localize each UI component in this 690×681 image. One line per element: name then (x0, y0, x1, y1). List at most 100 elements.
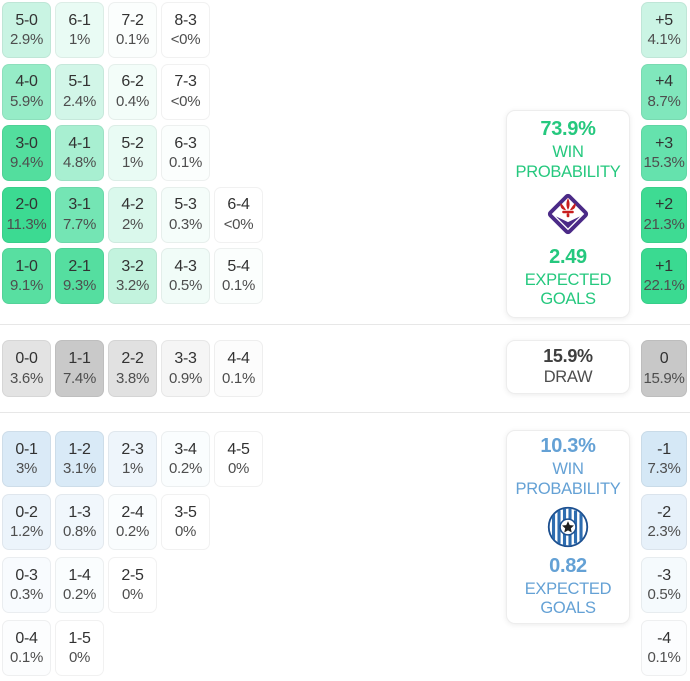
probability-value: 1% (121, 154, 144, 172)
probability-value: 0.1% (116, 31, 149, 49)
score-value: 1-4 (68, 566, 91, 584)
goal-diff-cell: -2 2.3% (641, 494, 687, 550)
score-cell: 1-5 0% (55, 620, 104, 676)
section-divider-bottom (0, 412, 690, 413)
probability-value: 7.7% (63, 215, 96, 233)
probability-value: 0% (121, 586, 144, 604)
score-value: 6-2 (121, 73, 144, 91)
score-cell: 3-2 3.2% (108, 248, 157, 304)
score-row: 0-4 0.1% 1-5 0% (2, 620, 263, 676)
score-value: 3-4 (174, 440, 197, 458)
score-value: 1-5 (68, 629, 91, 647)
score-value: 5-0 (15, 11, 38, 29)
score-value: 4-1 (68, 134, 91, 152)
away-expected-goals-value: 0.82 (549, 555, 587, 577)
score-value: 8-3 (174, 11, 197, 29)
score-row: 0-0 3.6% 1-1 7.4% 2-2 3.8% 3-3 0.9% 4-4 0.1% (2, 340, 263, 397)
probability-value: 0.1% (222, 277, 255, 295)
win-probability-label: WIN PROBABILITY (515, 460, 621, 498)
goal-diff-cell: +4 8.7% (641, 63, 687, 120)
score-row: 5-0 2.9% 6-1 1% 7-2 0.1% 8-3 <0% (2, 2, 263, 58)
score-value: 7-3 (174, 73, 197, 91)
away-win-probability-value: 10.3% (540, 435, 596, 458)
probability-value: 8.7% (647, 92, 681, 110)
score-cell: 1-0 9.1% (2, 248, 51, 304)
score-value: 0-3 (15, 566, 38, 584)
goal-diff-value: -1 (657, 440, 671, 458)
goal-diff-value: +1 (655, 257, 673, 275)
score-value: 0-2 (15, 503, 38, 521)
score-cell: 6-2 0.4% (108, 63, 157, 120)
score-cell: 6-4 <0% (214, 186, 263, 243)
probability-value: 7.3% (647, 460, 681, 478)
score-cell: 5-2 1% (108, 125, 157, 181)
score-cell: 2-1 9.3% (55, 248, 104, 304)
probability-value: 15.9% (643, 369, 685, 387)
score-value: 0-4 (15, 629, 38, 647)
score-value: 6-4 (227, 196, 250, 214)
probability-value: 21.3% (643, 215, 685, 233)
score-cell: 7-2 0.1% (108, 2, 157, 58)
score-cell: 0-3 0.3% (2, 557, 51, 613)
score-value: 2-5 (121, 566, 144, 584)
score-value: 5-3 (174, 196, 197, 214)
score-cell: 3-4 0.2% (161, 431, 210, 487)
draw-probability-panel: 15.9% DRAW (506, 340, 630, 394)
score-cell: 1-4 0.2% (55, 557, 104, 613)
score-value: 2-3 (121, 440, 144, 458)
score-row: 0-3 0.3% 1-4 0.2% 2-5 0% (2, 557, 263, 613)
score-cell: 0-1 3% (2, 431, 51, 487)
score-value: 3-0 (15, 134, 38, 152)
probability-value: 0.2% (116, 523, 149, 541)
score-value: 4-4 (227, 350, 250, 368)
score-row: 1-0 9.1% 2-1 9.3% 3-2 3.2% 4-3 0.5% 5-4 0.1% (2, 248, 263, 304)
score-value: 3-3 (174, 350, 197, 368)
probability-value: 0% (68, 649, 91, 667)
section-divider-top (0, 324, 690, 325)
score-row: 2-0 11.3% 3-1 7.7% 4-2 2% 5-3 0.3% 6-4 <0% (2, 186, 263, 243)
score-value: 0-0 (15, 350, 38, 368)
score-cell: 5-3 0.3% (161, 186, 210, 243)
draw-probability-value: 15.9% (543, 346, 593, 367)
probability-value: 4.8% (63, 154, 96, 172)
goal-diff-cell: +2 21.3% (641, 186, 687, 243)
score-cell: 2-0 11.3% (2, 186, 51, 243)
probability-value: 0.4% (116, 92, 149, 110)
probability-value: 0.3% (10, 586, 43, 604)
probability-value: 3.8% (116, 369, 149, 387)
probability-value: 0% (227, 460, 250, 478)
home-win-score-matrix: 5-0 2.9% 6-1 1% 7-2 0.1% 8-3 <0% 4-0 5.9% 5-1 2.4% 6… (2, 2, 263, 304)
goal-diff-cell: 0 15.9% (641, 340, 687, 397)
probability-value: 3.2% (116, 277, 149, 295)
probability-value: 0.5% (647, 586, 681, 604)
probability-value: 1% (68, 31, 91, 49)
score-cell: 4-5 0% (214, 431, 263, 487)
probability-value: 1% (121, 460, 144, 478)
goal-diff-value: +3 (655, 134, 673, 152)
score-cell: 0-0 3.6% (2, 340, 51, 397)
score-cell: 2-4 0.2% (108, 494, 157, 550)
score-cell: 2-2 3.8% (108, 340, 157, 397)
score-value: 2-2 (121, 350, 144, 368)
probability-value: 9.4% (10, 154, 43, 172)
score-value: 3-2 (121, 257, 144, 275)
score-cell: 2-5 0% (108, 557, 157, 613)
home-win-probability-panel: 73.9% WIN PROBABILITY 2.49 EXPECTED GOAL… (506, 110, 630, 318)
score-value: 5-1 (68, 73, 91, 91)
goal-diff-value: -3 (657, 566, 671, 584)
probability-value: 0.2% (63, 586, 96, 604)
probability-value: 9.1% (10, 277, 43, 295)
score-cell: 4-3 0.5% (161, 248, 210, 304)
goal-diff-value: +4 (655, 73, 673, 91)
goal-diff-value: +2 (655, 196, 673, 214)
score-value: 5-4 (227, 257, 250, 275)
goal-diff-value: -2 (657, 503, 671, 521)
away-win-probability-panel: 10.3% WIN PROBABILITY (506, 430, 630, 624)
score-cell: 0-4 0.1% (2, 620, 51, 676)
goal-diff-cell: -1 7.3% (641, 431, 687, 487)
probability-value: 0.2% (169, 460, 202, 478)
probability-value: 0.1% (647, 649, 681, 667)
score-value: 4-3 (174, 257, 197, 275)
score-cell: 6-1 1% (55, 2, 104, 58)
